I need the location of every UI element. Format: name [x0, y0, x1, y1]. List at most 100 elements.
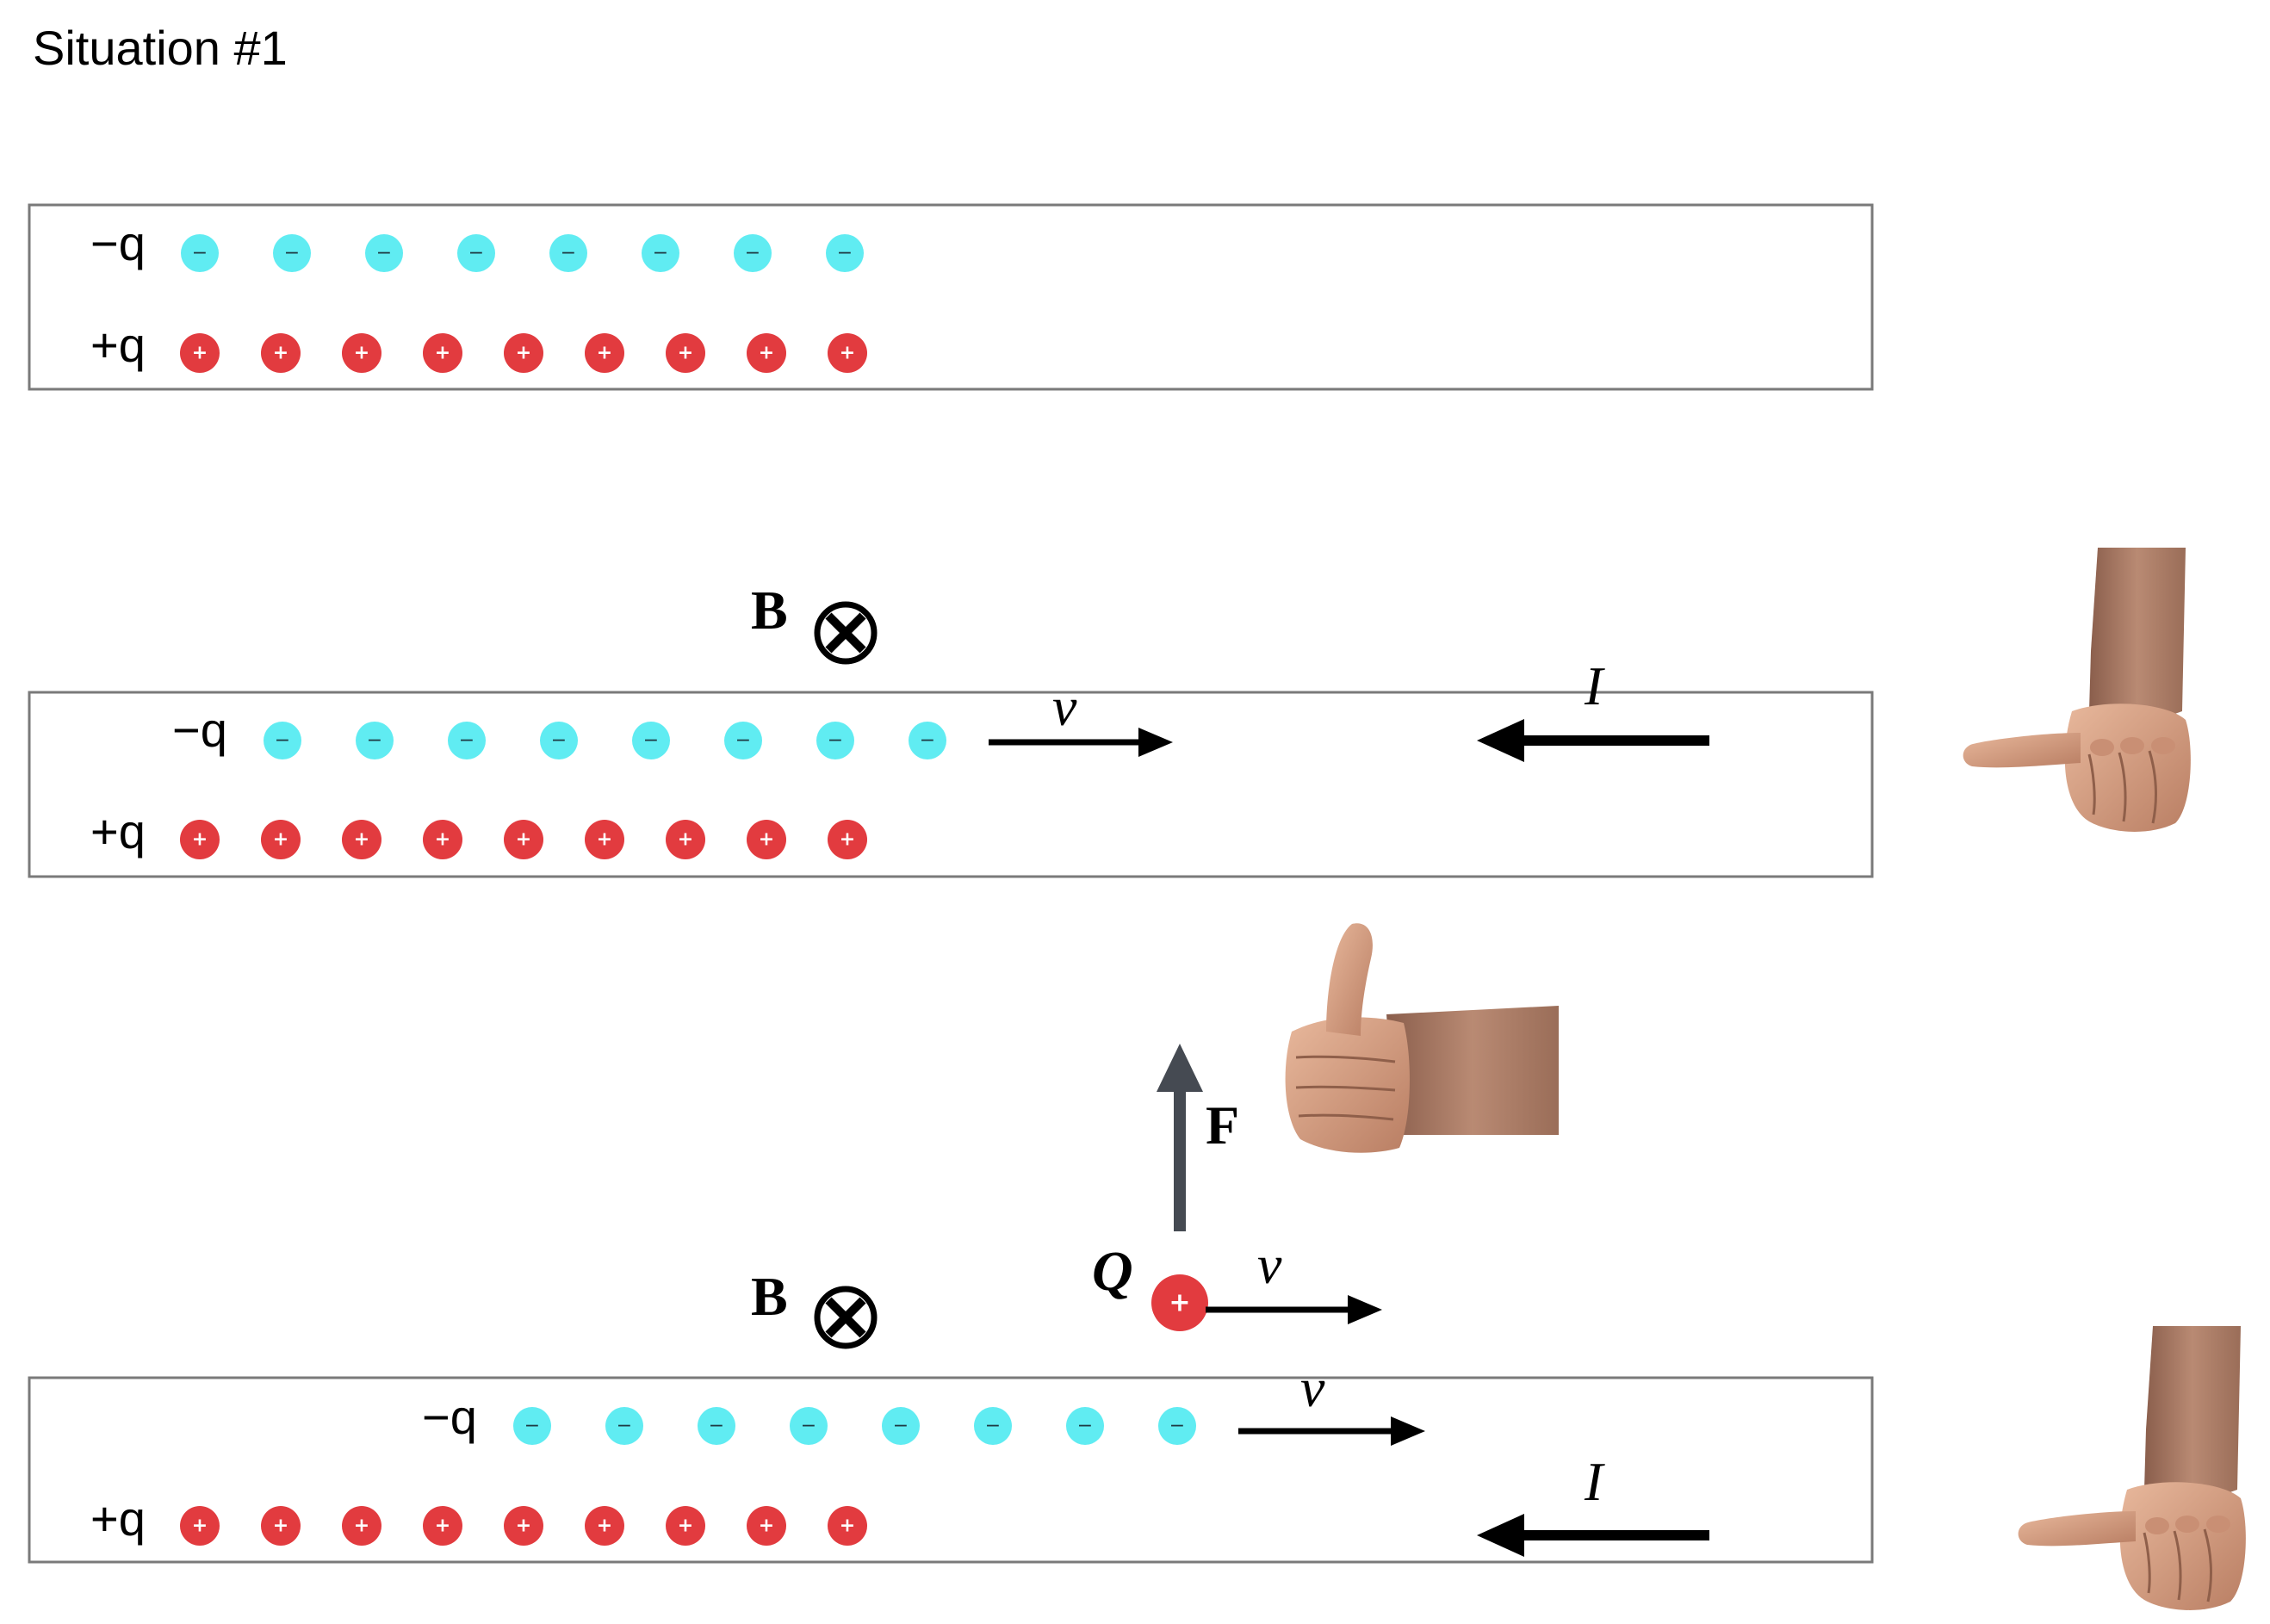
test-charge-label: Q	[1092, 1240, 1133, 1303]
positive-sign: +	[516, 343, 531, 364]
negative-charge	[790, 1407, 828, 1445]
positive-sign: +	[273, 343, 288, 364]
positive-sign: +	[273, 829, 288, 851]
positive-charge	[423, 820, 462, 859]
neg-charge-label: −q	[90, 216, 146, 270]
wire-outline	[28, 1376, 1874, 1564]
panel-1: −q +q − − − − − − − − + + + + + + + + +	[28, 203, 1874, 391]
negative-sign: −	[735, 730, 751, 752]
negative-sign: −	[284, 243, 300, 264]
negative-charge	[909, 722, 946, 759]
positive-charge	[180, 333, 220, 373]
positive-charge	[666, 820, 705, 859]
negative-charge	[273, 234, 311, 272]
positive-sign: +	[840, 343, 855, 364]
negative-sign: −	[653, 243, 668, 264]
positive-sign: +	[678, 1516, 693, 1537]
positive-charge-row: + + + + + + + + +	[180, 1506, 867, 1546]
negative-charge	[816, 722, 854, 759]
negative-sign: −	[709, 1416, 724, 1437]
positive-sign: +	[840, 1516, 855, 1537]
negative-sign: −	[561, 243, 576, 264]
negative-charge	[974, 1407, 1012, 1445]
positive-sign: +	[354, 1516, 369, 1537]
panel-2: B −q +q − − − − − − − − + + + + + + + + + v I	[28, 546, 2192, 878]
positive-charge	[180, 820, 220, 859]
negative-charge	[1158, 1407, 1196, 1445]
test-charge-velocity-arrow	[1206, 1295, 1382, 1324]
situation-title: Situation #1	[33, 21, 288, 75]
negative-charge-row: − − − − − − − −	[513, 1407, 1196, 1445]
negative-charge	[365, 234, 403, 272]
negative-sign: −	[192, 243, 208, 264]
negative-charge	[826, 234, 864, 272]
positive-charge	[342, 1506, 381, 1546]
positive-charge	[504, 1506, 543, 1546]
pos-charge-label: +q	[90, 804, 146, 858]
positive-charge	[747, 333, 786, 373]
negative-charge	[632, 722, 670, 759]
positive-charge	[504, 820, 543, 859]
positive-sign: +	[840, 829, 855, 851]
negative-charge	[356, 722, 394, 759]
negative-sign: −	[920, 730, 935, 752]
positive-sign: +	[759, 829, 774, 851]
negative-sign: −	[1169, 1416, 1185, 1437]
positive-charge	[504, 333, 543, 373]
positive-sign: +	[354, 829, 369, 851]
positive-charge	[342, 333, 381, 373]
positive-charge	[423, 333, 462, 373]
negative-charge	[642, 234, 679, 272]
negative-sign: −	[367, 730, 382, 752]
wire-outline	[28, 203, 1874, 391]
current-arrow	[1477, 1514, 1709, 1557]
positive-charge	[747, 820, 786, 859]
negative-charge	[605, 1407, 643, 1445]
positive-charge	[828, 820, 867, 859]
right-hand-rule-fist	[1962, 546, 2192, 834]
positive-sign: +	[192, 829, 208, 851]
positive-sign: +	[516, 829, 531, 851]
negative-sign: −	[275, 730, 290, 752]
negative-charge-row: − − − − − − − −	[264, 722, 946, 759]
velocity-label: v	[1300, 1357, 1325, 1418]
negative-charge	[457, 234, 495, 272]
force-arrow	[1157, 1044, 1203, 1231]
positive-sign: +	[678, 343, 693, 364]
current-label: I	[1584, 655, 1605, 716]
negative-sign: −	[617, 1416, 632, 1437]
right-hand-rule-fist	[2017, 1324, 2248, 1612]
negative-charge	[264, 722, 301, 759]
current-label: I	[1584, 1451, 1605, 1512]
positive-charge	[666, 333, 705, 373]
positive-charge-row: + + + + + + + + +	[180, 333, 867, 373]
positive-sign: +	[192, 1516, 208, 1537]
wire-outline	[28, 691, 1874, 878]
positive-charge	[423, 1506, 462, 1546]
negative-sign: −	[524, 1416, 540, 1437]
positive-charge	[585, 1506, 624, 1546]
negative-sign: −	[468, 243, 484, 264]
into-page-icon	[814, 601, 878, 665]
negative-sign: −	[643, 730, 659, 752]
positive-sign: +	[759, 1516, 774, 1537]
negative-charge	[448, 722, 486, 759]
positive-charge	[585, 333, 624, 373]
positive-sign: +	[435, 829, 450, 851]
positive-sign: +	[516, 1516, 531, 1537]
neg-charge-label: −q	[422, 1390, 477, 1444]
negative-sign: −	[985, 1416, 1001, 1437]
positive-sign: +	[597, 1516, 612, 1537]
negative-sign: −	[745, 243, 760, 264]
positive-charge	[261, 1506, 301, 1546]
positive-charge	[828, 1506, 867, 1546]
negative-sign: −	[1077, 1416, 1093, 1437]
positive-charge	[342, 820, 381, 859]
test-charge: +	[1151, 1274, 1208, 1331]
positive-sign: +	[678, 829, 693, 851]
positive-charge	[261, 820, 301, 859]
positive-sign: +	[759, 343, 774, 364]
negative-charge	[698, 1407, 735, 1445]
thumbs-up-hand	[1284, 921, 1560, 1155]
positive-sign: +	[435, 1516, 450, 1537]
